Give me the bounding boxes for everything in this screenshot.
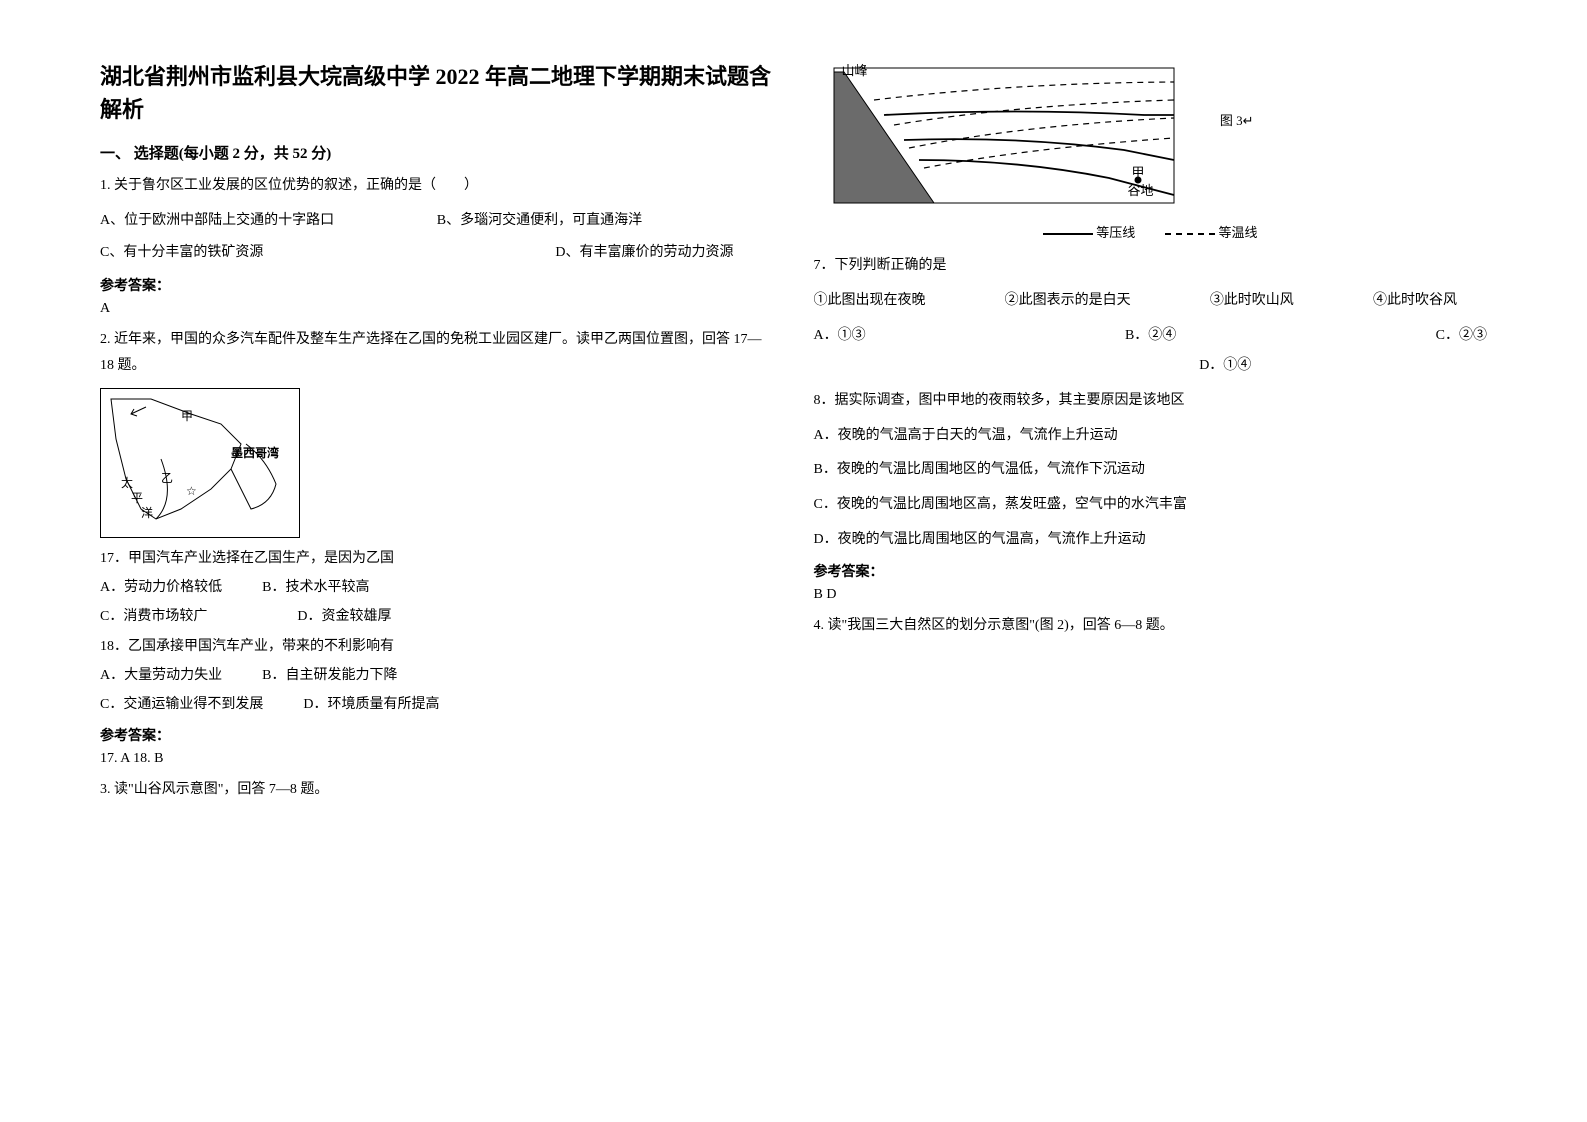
map-label-star: ☆ — [186, 484, 197, 499]
q1-options-row1: A、位于欧洲中部陆上交通的十字路口 B、多瑙河交通便利，可直通海洋 — [100, 208, 774, 235]
q2-18a: A．大量劳动力失业 — [100, 663, 222, 688]
q1-options-row2: C、有十分丰富的铁矿资源 D、有丰富廉价的劳动力资源 — [100, 240, 774, 267]
q2-sub18: 18．乙国承接甲国汽车产业，带来的不利影响有 — [100, 634, 774, 659]
q7-stem: 7．下列判断正确的是 — [814, 253, 1488, 280]
q2-17a: A．劳动力价格较低 — [100, 575, 222, 600]
q8-c: C．夜晚的气温比周围地区高，蒸发旺盛，空气中的水汽丰富 — [814, 492, 1488, 519]
q7-choices-row2: D．①④ — [814, 354, 1488, 374]
q7-d: D．①④ — [1199, 358, 1251, 373]
q8-stem: 8．据实际调查，图中甲地的夜雨较多，其主要原因是该地区 — [814, 388, 1488, 415]
q2-map-figure: 甲 墨西哥湾 乙 ☆ 太 平 洋 — [100, 388, 300, 538]
map-label-gulf: 墨西哥湾 — [231, 444, 279, 461]
q7-s4: ④此时吹谷风 — [1373, 288, 1457, 315]
left-column: 湖北省荆州市监利县大垸高级中学 2022 年高二地理下学期期末试题含解析 一、 … — [80, 60, 794, 1082]
q7-s3: ③此时吹山风 — [1210, 288, 1294, 315]
q1-opt-a: A、位于欧洲中部陆上交通的十字路口 — [100, 208, 437, 235]
mountain-valley-diagram: 山峰 甲 谷地 图 3↵ — [814, 60, 1194, 220]
q1-answer: A — [100, 301, 774, 317]
q7-s2: ②此图表示的是白天 — [1005, 288, 1131, 315]
map-label-jia: 甲 — [181, 407, 193, 424]
q7-choices-row1: A．①③ B．②④ C．②③ — [814, 324, 1488, 344]
q2-answer-label: 参考答案： — [100, 725, 774, 745]
legend-isotherm-text: 等温线 — [1219, 225, 1258, 240]
q1-opt-d: D、有丰富廉价的劳动力资源 — [555, 240, 733, 267]
q2-18-opts1: A．大量劳动力失业 B．自主研发能力下降 — [100, 663, 774, 688]
diagram-legend: 等压线 等温线 — [814, 222, 1488, 241]
q2-18b: B．自主研发能力下降 — [262, 663, 397, 688]
q7-c: C．②③ — [1436, 324, 1487, 344]
q2-17d: D．资金较雄厚 — [297, 604, 391, 629]
map-label-yi: 乙 — [161, 469, 173, 486]
q8-b: B．夜晚的气温比周围地区的气温低，气流作下沉运动 — [814, 457, 1488, 484]
legend-isotherm: 等温线 — [1165, 222, 1257, 241]
map-label-pac3: 洋 — [141, 504, 153, 521]
q2-sub17: 17．甲国汽车产业选择在乙国生产，是因为乙国 — [100, 546, 774, 571]
q8-a: A．夜晚的气温高于白天的气温，气流作上升运动 — [814, 423, 1488, 450]
q4-stem: 4. 读"我国三大自然区的划分示意图"(图 2)，回答 6—8 题。 — [814, 613, 1488, 640]
diagram-valley-label: 谷地 — [1128, 180, 1154, 199]
q2-17b: B．技术水平较高 — [262, 575, 369, 600]
q8-d: D．夜晚的气温比周围地区的气温高，气流作上升运动 — [814, 527, 1488, 554]
q1-stem: 1. 关于鲁尔区工业发展的区位优势的叙述，正确的是（ ） — [100, 173, 774, 200]
q7-a: A．①③ — [814, 324, 866, 344]
q2-18c: C．交通运输业得不到发展 — [100, 692, 263, 717]
right-column: 山峰 甲 谷地 图 3↵ 等压线 等温线 7．下列判断正确的是 ①此图出现在夜晚… — [794, 60, 1508, 1082]
q2-17-opts1: A．劳动力价格较低 B．技术水平较高 — [100, 575, 774, 600]
q1-answer-label: 参考答案： — [100, 275, 774, 295]
q7-b: B．②④ — [1125, 324, 1176, 344]
q2-stem: 2. 近年来，甲国的众多汽车配件及整车生产选择在乙国的免税工业园区建厂。读甲乙两… — [100, 327, 774, 380]
legend-isobar-text: 等压线 — [1096, 225, 1135, 240]
q2-17-opts2: C．消费市场较广 D．资金较雄厚 — [100, 604, 774, 629]
q2-18-opts2: C．交通运输业得不到发展 D．环境质量有所提高 — [100, 692, 774, 717]
q1-opt-c: C、有十分丰富的铁矿资源 — [100, 245, 263, 260]
map-svg — [101, 389, 299, 537]
q1-opt-b: B、多瑙河交通便利，可直通海洋 — [437, 208, 774, 235]
q2-answer: 17. A 18. B — [100, 751, 774, 767]
q7-statements: ①此图出现在夜晚 ②此图表示的是白天 ③此时吹山风 ④此时吹谷风 — [814, 288, 1488, 315]
exam-title: 湖北省荆州市监利县大垸高级中学 2022 年高二地理下学期期末试题含解析 — [100, 60, 774, 126]
legend-isobar: 等压线 — [1043, 222, 1135, 241]
q3-stem: 3. 读"山谷风示意图"，回答 7—8 题。 — [100, 777, 774, 804]
diagram-peak-label: 山峰 — [842, 60, 868, 79]
q7-s1: ①此图出现在夜晚 — [814, 288, 926, 315]
section-1-heading: 一、 选择题(每小题 2 分，共 52 分) — [100, 142, 774, 163]
diagram-jia-label: 甲 — [1132, 162, 1145, 181]
q78-answer: B D — [814, 587, 1488, 603]
q2-17c: C．消费市场较广 — [100, 604, 207, 629]
q2-18d: D．环境质量有所提高 — [303, 692, 439, 717]
diagram-caption: 图 3↵ — [1220, 110, 1254, 129]
q78-answer-label: 参考答案： — [814, 561, 1488, 581]
